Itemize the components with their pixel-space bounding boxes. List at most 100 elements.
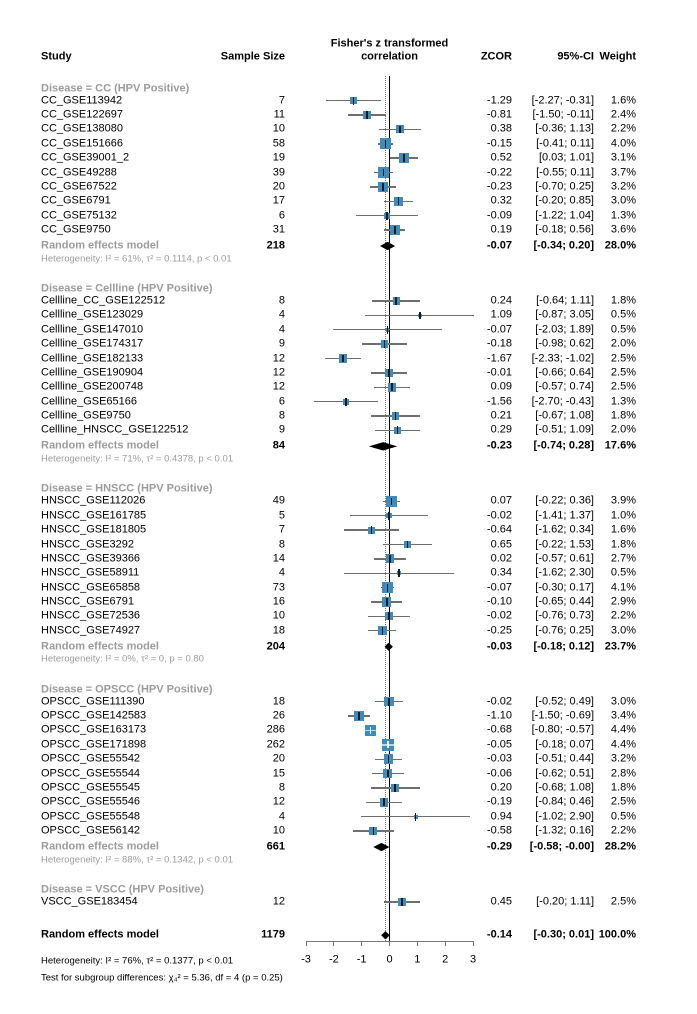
study-zcor-value: -0.02	[486, 695, 512, 708]
point-tick	[345, 397, 347, 406]
study-name: CC_GSE75132	[41, 209, 117, 222]
footnote-heterogeneity: Heterogeneity: I² = 76%, τ² = 0.1377, p …	[41, 955, 234, 966]
study-sample-size: 10	[272, 609, 285, 622]
study-name: HNSCC_GSE6791	[41, 595, 134, 608]
heterogeneity-note: Heterogeneity: I² = 71%, τ² = 0.4378, p …	[41, 453, 234, 465]
study-weight-value: 3.0%	[610, 624, 636, 637]
study-sample-size: 11	[273, 108, 285, 121]
study-weight-value: 2.5%	[610, 380, 636, 393]
study-name: Cellline_GSE147010	[41, 323, 144, 336]
study-zcor-value: -0.07	[486, 323, 512, 336]
summary-diamond	[381, 931, 390, 940]
study-zcor-value: -0.15	[486, 137, 512, 150]
study-ci-value: [-1.41; 1.37]	[535, 509, 594, 522]
study-sample-size: 4	[278, 810, 285, 823]
point-tick	[386, 325, 389, 334]
axis-tick	[416, 941, 418, 946]
study-zcor-value: -1.56	[486, 395, 512, 408]
study-ci-value: [-0.80; -0.57]	[531, 723, 594, 736]
study-zcor-value: -0.07	[486, 581, 512, 594]
study-weight-value: 2.5%	[610, 795, 636, 808]
study-sample-size: 10	[272, 824, 285, 837]
point-tick	[358, 712, 360, 721]
study-weight-value: 1.8%	[610, 781, 636, 794]
study-name: CC_GSE9750	[41, 223, 111, 236]
study-ci-value: [-0.30; 0.17]	[535, 581, 594, 594]
point-tick	[406, 540, 409, 549]
study-name: HNSCC_GSE74927	[41, 624, 141, 637]
study-ci-value: [-0.51; 1.09]	[535, 423, 594, 436]
axis-tick-label: 0	[386, 953, 393, 965]
point-tick	[383, 798, 385, 807]
study-sample-size: 12	[272, 380, 285, 393]
study-ci-value: [-0.76; 0.25]	[535, 624, 594, 637]
study-zcor-value: 0.07	[490, 494, 512, 507]
overall-effect-line	[385, 76, 387, 941]
study-name: CC_GSE6791	[41, 194, 111, 207]
point-tick	[399, 125, 401, 134]
point-tick	[390, 497, 393, 506]
study-sample-size: 6	[278, 395, 285, 408]
study-zcor-value: 0.32	[490, 194, 512, 207]
summary-sample-size: 204	[266, 640, 285, 653]
summary-weight-value: 23.7%	[604, 640, 636, 653]
study-ci-value: [-0.76; 0.73]	[535, 609, 594, 622]
point-tick	[394, 412, 397, 420]
study-weight-value: 2.2%	[610, 824, 636, 837]
study-name: Cellline_HNSCC_GSE122512	[41, 423, 189, 436]
study-name: CC_GSE113942	[41, 94, 123, 107]
study-name: HNSCC_GSE3292	[41, 538, 134, 550]
point-tick	[393, 226, 396, 234]
study-zcor-value: 0.29	[490, 423, 512, 436]
summary-sample-size: 218	[266, 239, 285, 252]
study-name: OPSCC_GSE111390	[41, 695, 145, 708]
summary-name: Random effects model	[41, 239, 159, 252]
study-ci-value: [-2.03; 1.89]	[535, 323, 594, 336]
study-weight-value: 3.2%	[610, 180, 636, 193]
study-sample-size: 73	[272, 581, 285, 594]
study-weight-value: 3.7%	[610, 166, 636, 179]
study-sample-size: 14	[272, 552, 285, 565]
point-tick	[397, 197, 400, 206]
group-label: Disease = OPSCC (HPV Positive)	[41, 683, 213, 696]
heterogeneity-note: Heterogeneity: I² = 61%, τ² = 0.1114, p …	[41, 253, 232, 264]
study-name: HNSCC_GSE72536	[41, 609, 141, 622]
study-weight-value: 3.1%	[610, 151, 636, 164]
study-zcor-value: -0.03	[486, 752, 512, 765]
study-weight-value: 1.6%	[610, 94, 636, 107]
summary-diamond	[384, 642, 393, 651]
point-tick	[372, 827, 375, 835]
study-ci-value: [-0.87; 3.05]	[535, 308, 594, 321]
study-zcor-value: -0.58	[486, 824, 512, 837]
col-header-effect-line2: correlation	[361, 50, 418, 63]
col-header-effect-line1: Fisher's z transformed	[330, 37, 449, 50]
study-ci-value: [-2.70; -0.43]	[531, 395, 594, 408]
study-sample-size: 18	[272, 695, 285, 708]
overall-name: Random effects model	[41, 928, 159, 941]
study-weight-value: 4.4%	[610, 723, 636, 736]
study-ci-value: [-0.52; 0.49]	[535, 695, 594, 708]
study-sample-size: 19	[272, 151, 285, 164]
study-weight-value: 1.0%	[610, 509, 636, 522]
study-sample-size: 39	[272, 166, 285, 179]
study-name: CC_GSE138080	[41, 122, 123, 135]
study-zcor-value: -0.25	[486, 624, 512, 637]
study-weight-value: 2.0%	[610, 423, 636, 436]
study-zcor-value: 0.20	[490, 781, 512, 794]
study-ci-value: [-0.22; 0.36]	[535, 494, 594, 507]
overall-sample-size: 1179	[261, 928, 285, 941]
study-weight-value: 2.5%	[610, 895, 636, 908]
point-tick	[388, 511, 390, 520]
zero-line	[389, 76, 390, 941]
study-ci-value: [-0.55; 0.11]	[536, 166, 594, 179]
summary-name: Random effects model	[41, 439, 159, 452]
col-header-study: Study	[41, 50, 72, 63]
study-ci-value: [-2.33; -1.02]	[531, 352, 594, 365]
summary-zcor-value: -0.29	[486, 840, 512, 853]
point-tick	[389, 554, 391, 563]
group-label: Disease = VSCC (HPV Positive)	[41, 883, 204, 896]
study-zcor-value: -0.05	[486, 738, 512, 751]
study-zcor-value: 0.34	[490, 566, 512, 579]
study-name: OPSCC_GSE55546	[41, 795, 141, 808]
study-name: Cellline_CC_GSE122512	[41, 294, 166, 307]
